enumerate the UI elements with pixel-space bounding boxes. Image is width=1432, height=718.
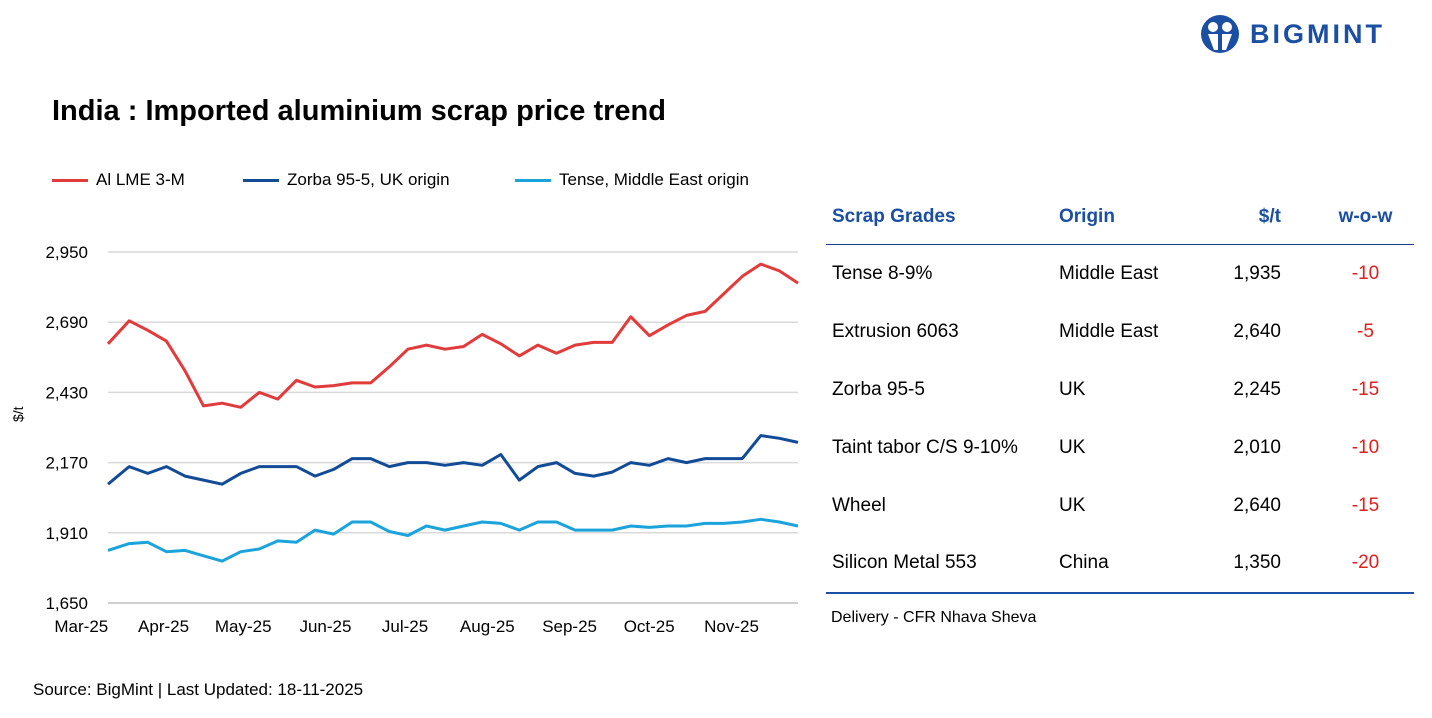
cell-grade: Tense 8-9% [832,262,933,284]
cell-grade: Taint tabor C/S 9-10% [832,436,1018,458]
table-header: Scrap Grades Origin $/t w-o-w [826,190,1414,245]
cell-origin: UK [1059,378,1086,400]
legend-swatch [515,178,551,182]
cell-wow: -15 [1351,378,1380,400]
brand-name: BIGMINT [1250,18,1385,49]
cell-price: 2,010 [1233,436,1281,458]
series-line-2 [107,517,799,563]
y-tick-label: 1,910 [45,524,88,543]
y-tick-label: 2,690 [45,313,88,332]
cell-wow: -10 [1351,262,1380,284]
header-origin: Origin [1053,190,1185,245]
legend-swatch [243,178,279,182]
bigmint-logo-icon [1201,15,1239,53]
legend-label: Tense, Middle East origin [559,170,749,189]
table-row: Silicon Metal 553 China 1,350 -20 [826,534,1414,594]
page-title: India : Imported aluminium scrap price t… [52,95,666,127]
line-chart: 1,650 1,910 2,170 2,430 2,690 2,950 Mar-25 Apr-… [45,243,799,636]
header-grade: Scrap Grades [826,190,1053,245]
x-tick-label: Apr-25 [138,617,189,636]
cell-wow: -5 [1357,320,1374,342]
y-tick-label: 2,170 [45,454,88,473]
header-price: $/t [1185,190,1317,245]
legend-label: Al LME 3-M [96,170,185,189]
series-line-1 [107,434,799,486]
table-row: Zorba 95-5 UK 2,245 -15 [826,361,1414,419]
cell-grade: Wheel [832,494,886,516]
cell-origin: China [1053,534,1185,594]
x-tick-label: Mar-25 [54,617,108,636]
cell-wow: -20 [1316,534,1414,594]
x-tick-label: Nov-25 [704,617,759,636]
cell-origin: Middle East [1059,320,1159,342]
header-wow: w-o-w [1316,190,1414,245]
x-tick-label: Sep-25 [542,617,597,636]
cell-grade: Extrusion 6063 [832,320,959,342]
legend-item-tense: Tense, Middle East origin [515,170,749,190]
bigmint-logo: BIGMINT [1198,14,1385,54]
cell-wow: -15 [1351,494,1380,516]
legend-item-al-lme: Al LME 3-M [52,170,185,190]
legend-swatch [52,178,88,182]
cell-price: 1,935 [1233,262,1281,284]
x-tick-label: Oct-25 [624,617,675,636]
cell-grade: Silicon Metal 553 [826,534,1053,594]
cell-grade: Zorba 95-5 [832,378,925,400]
y-tick-label: 2,430 [45,383,88,402]
scrap-price-table: Scrap Grades Origin $/t w-o-w Tense 8-9%… [826,190,1414,594]
y-tick-label: 1,650 [45,594,88,613]
legend-item-zorba: Zorba 95-5, UK origin [243,170,450,190]
table-row: Taint tabor C/S 9-10% UK 2,010 -10 [826,419,1414,477]
cell-price: 2,640 [1233,320,1281,342]
table-row: Tense 8-9% Middle East 1,935 -10 [826,245,1414,303]
cell-price: 2,245 [1233,378,1281,400]
y-tick-label: 2,950 [45,243,88,262]
cell-origin: UK [1059,494,1086,516]
table-row: Wheel UK 2,640 -15 [826,477,1414,535]
cell-price: 1,350 [1185,534,1317,594]
cell-origin: UK [1059,436,1086,458]
cell-wow: -10 [1351,436,1380,458]
legend-label: Zorba 95-5, UK origin [287,170,450,189]
x-tick-label: May-25 [215,617,272,636]
table-row: Extrusion 6063 Middle East 2,640 -5 [826,303,1414,361]
x-tick-label: Jul-25 [382,617,428,636]
cell-origin: Middle East [1059,262,1159,284]
x-tick-label: Jun-25 [299,617,351,636]
series-line-0 [106,262,799,409]
cell-price: 2,640 [1233,494,1281,516]
source-note: Source: BigMint | Last Updated: 18-11-20… [33,680,364,699]
delivery-note: Delivery - CFR Nhava Sheva [831,609,1037,626]
x-tick-label: Aug-25 [460,617,515,636]
